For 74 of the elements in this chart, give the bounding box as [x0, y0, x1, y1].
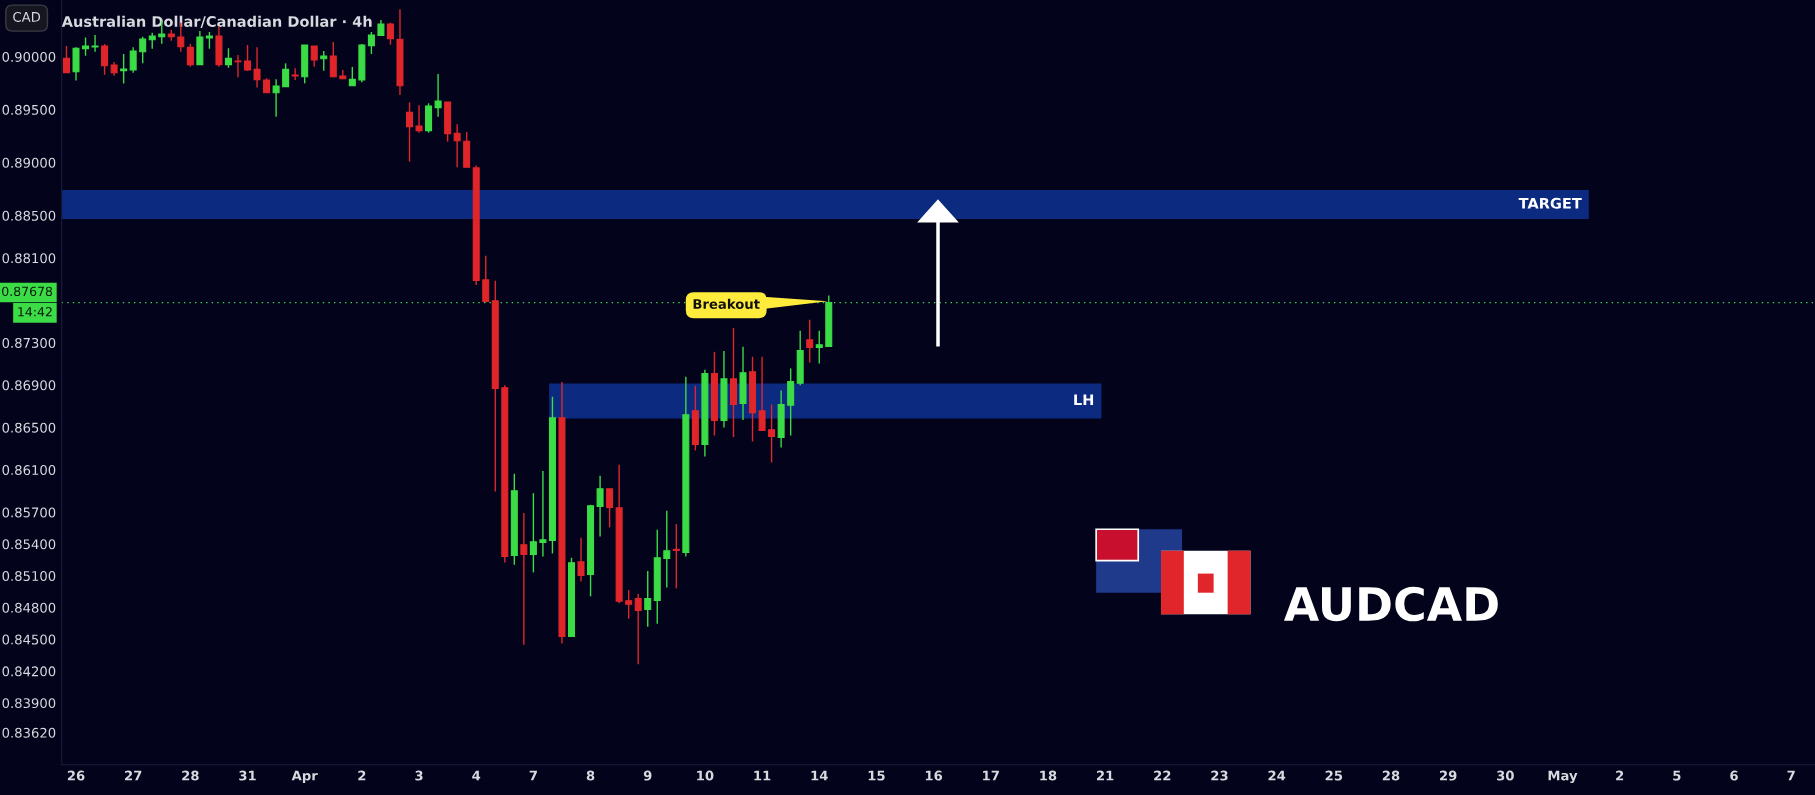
y-tick-label: 0.89500 [2, 104, 56, 115]
x-tick-label: 7 [1787, 770, 1795, 781]
x-tick-label: 8 [586, 770, 595, 781]
y-tick-label: 0.85100 [2, 571, 56, 581]
y-tick-label: 0.88500 [2, 210, 56, 221]
annotation: Breakout [693, 298, 760, 309]
x-tick-label: 4 [472, 770, 481, 781]
x-tick-label: 3 [415, 770, 423, 781]
y-tick-label: 0.89000 [2, 157, 56, 168]
text: Australian Dollar/Canadian Dollar · 4h [61, 15, 372, 29]
x-tick-label: 22 [1154, 770, 1171, 781]
y-tick-label: 0.87300 [2, 337, 56, 348]
x-tick-label: 28 [1382, 770, 1400, 781]
x-tick-label: 29 [1440, 770, 1457, 781]
y-tick-label: 0.86100 [2, 465, 56, 476]
x-tick-label: 24 [1268, 770, 1286, 781]
x-tick-label: 18 [1040, 770, 1057, 781]
ref-line-label: 0.87678 [2, 286, 53, 297]
x-tick-label: 9 [643, 770, 652, 781]
y-tick-label: 0.83900 [2, 698, 56, 709]
x-tick-label: 10 [697, 770, 714, 781]
candlestick [234, 54, 242, 79]
y-tick-label: 0.90000 [2, 51, 56, 62]
y-axis-title: CAD [13, 11, 41, 22]
candlestick [82, 36, 90, 57]
candlestick [320, 50, 328, 72]
y-tick-label: 0.83620 [2, 727, 56, 738]
x-tick-label: 7 [529, 770, 537, 781]
x-tick-label: 28 [182, 770, 199, 781]
x-tick-label: 26 [67, 770, 85, 781]
y-tick-label: 0.84200 [2, 666, 56, 677]
candlestick [91, 34, 99, 53]
band-label: TARGET [1518, 197, 1582, 209]
candlestick [815, 330, 823, 365]
x-tick-label: 31 [239, 770, 256, 781]
y-tick-label: 0.84500 [2, 634, 56, 645]
x-tick-label: 16 [925, 770, 943, 781]
x-tick-label: 2 [358, 770, 366, 781]
candlestick [663, 510, 671, 589]
x-tick-label: 17 [983, 770, 999, 781]
band-label: LH [1074, 394, 1094, 406]
x-tick-label: Apr [291, 770, 318, 784]
y-tick-label: 0.86500 [2, 422, 56, 433]
x-tick-label: 6 [1730, 770, 1738, 781]
candlestick [377, 19, 385, 37]
x-tick-label: 30 [1497, 770, 1514, 781]
candlestick [291, 67, 299, 81]
x-tick-label: 23 [1211, 770, 1228, 781]
y-tick-label: 0.85700 [2, 507, 56, 518]
x-tick-label: 11 [754, 770, 771, 781]
text: 14:42 [18, 307, 52, 317]
x-tick-label: May [1548, 770, 1578, 784]
x-tick-label: 21 [1096, 770, 1114, 781]
candlestick [120, 53, 128, 85]
candlestick [806, 319, 814, 364]
candlestick [672, 523, 680, 590]
y-tick-label: 0.88100 [2, 253, 56, 264]
y-tick-label: 0.85400 [2, 539, 56, 550]
candlestick [625, 589, 633, 620]
candlestick [415, 104, 423, 134]
candlestick [539, 470, 547, 558]
x-tick-label: 14 [811, 770, 828, 781]
candlestick [310, 45, 318, 68]
candlestick [244, 44, 252, 72]
x-tick-label: 15 [868, 770, 885, 781]
x-tick-label: 5 [1673, 770, 1681, 781]
x-tick-label: 2 [1616, 770, 1624, 781]
candlestick [434, 73, 442, 118]
x-tick-label: 27 [125, 770, 142, 781]
annotation: AUDCAD [1283, 586, 1498, 622]
y-tick-label: 0.86900 [2, 380, 56, 391]
candlestick [768, 403, 776, 464]
y-tick-label: 0.84800 [2, 602, 56, 613]
x-tick-label: 25 [1325, 770, 1343, 781]
